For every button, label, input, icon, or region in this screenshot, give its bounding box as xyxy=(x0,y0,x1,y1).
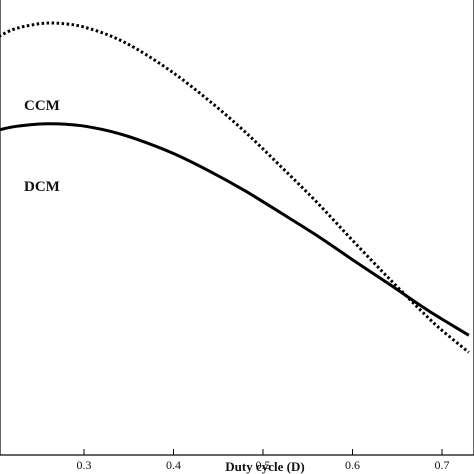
x-tick-label: 0.7 xyxy=(435,458,450,472)
x-axis-label: Duty cycle (D) xyxy=(225,459,304,474)
plot-area-frame xyxy=(0,0,474,456)
series-layer xyxy=(0,21,470,354)
x-tick-label: 0.6 xyxy=(345,458,360,472)
x-tick-label: 0.5 xyxy=(256,458,271,472)
series-line-dcm xyxy=(0,122,470,337)
x-tick-label: 0.4 xyxy=(166,458,181,472)
x-axis-ticks: 0.3 0.4 0.5 0.6 0.7 xyxy=(77,449,450,472)
series-line-ccm xyxy=(0,21,470,354)
annotation-ccm: CCM xyxy=(24,98,60,114)
x-tick-label: 0.3 xyxy=(77,458,92,472)
annotation-dcm: DCM xyxy=(24,179,60,195)
